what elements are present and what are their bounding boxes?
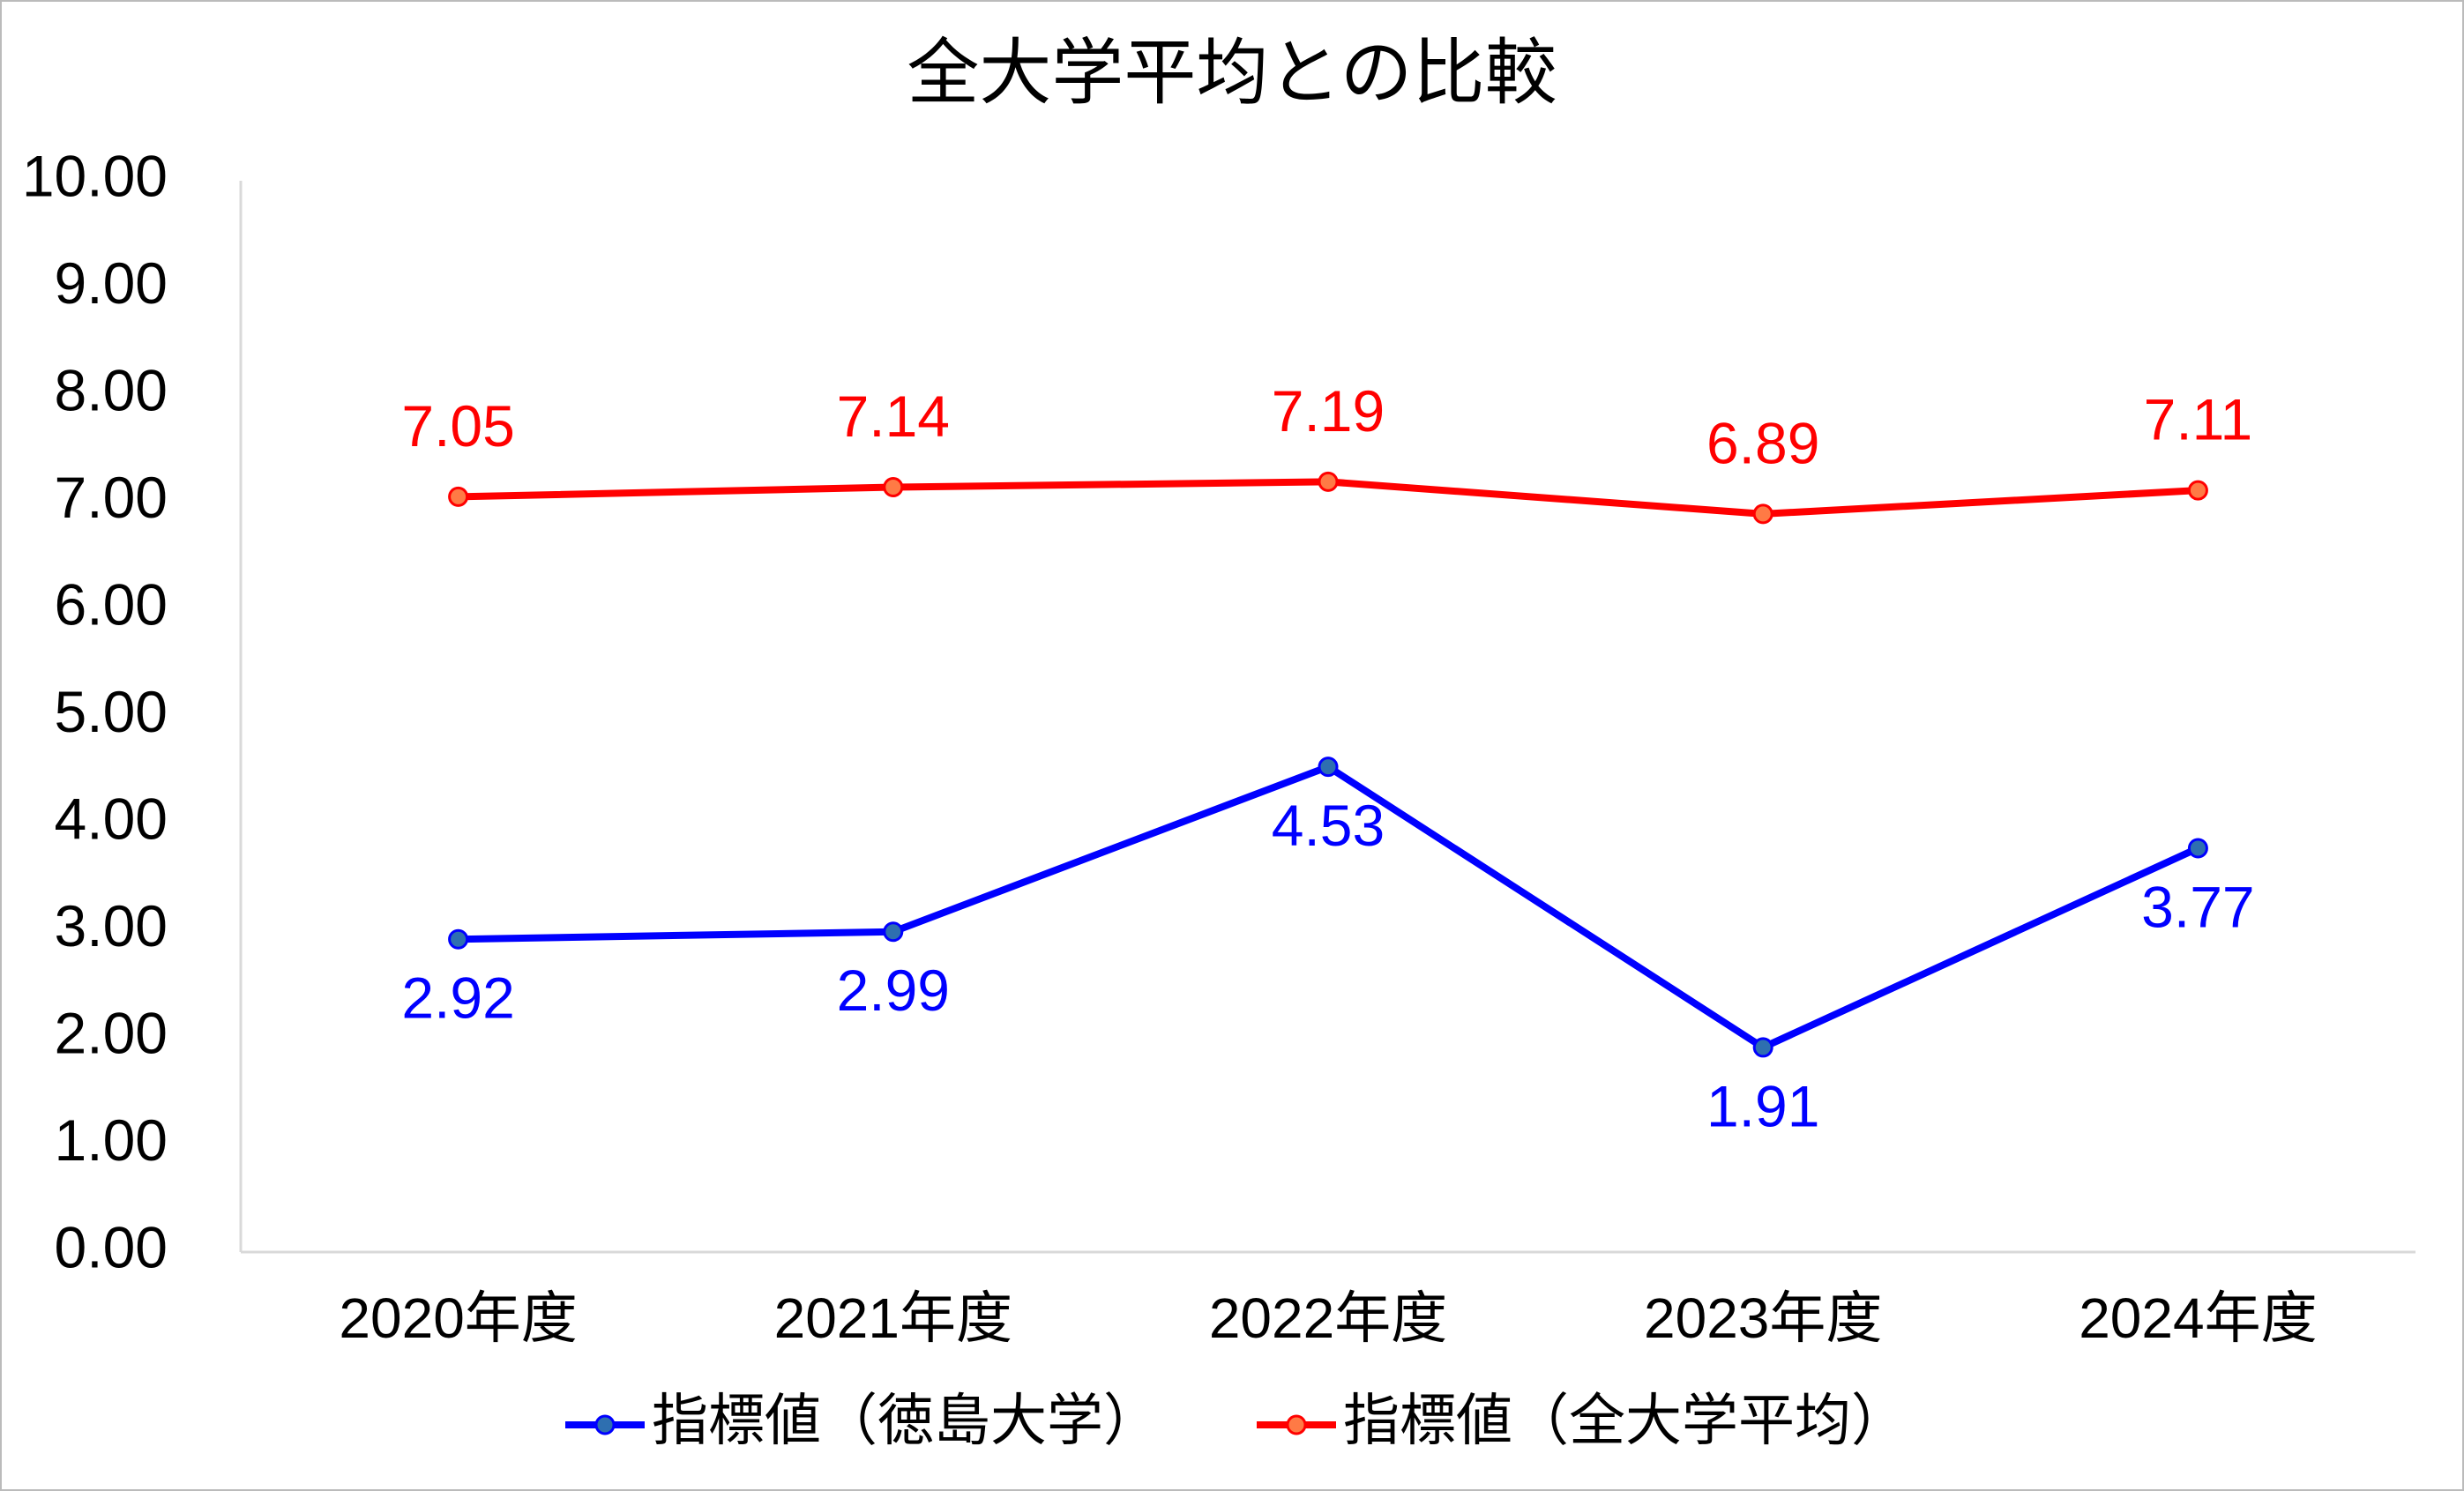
y-tick-label: 9.00 — [55, 250, 168, 316]
marker — [448, 928, 469, 950]
x-tick-label: 2024年度 — [2079, 1286, 2317, 1350]
data-label: 2.99 — [837, 958, 950, 1023]
y-tick-label: 1.00 — [55, 1107, 168, 1173]
marker — [1318, 757, 1339, 778]
y-tick-label: 6.00 — [55, 571, 168, 637]
y-tick-label: 8.00 — [55, 357, 168, 422]
legend-label: 指標値（全大学平均） — [1343, 1389, 1908, 1452]
marker — [448, 486, 469, 507]
marker — [883, 921, 904, 943]
y-tick-label: 2.00 — [55, 1000, 168, 1065]
data-label: 6.89 — [1706, 410, 1819, 475]
y-tick-label: 5.00 — [55, 679, 168, 744]
x-tick-label: 2022年度 — [1209, 1286, 1447, 1350]
marker — [1752, 1037, 1773, 1058]
marker — [883, 476, 904, 497]
legend-label: 指標値（徳島大学） — [652, 1389, 1160, 1452]
x-tick-label: 2023年度 — [1644, 1286, 1882, 1350]
data-label: 3.77 — [2141, 874, 2254, 939]
chart-title: 全大学平均との比較 — [907, 34, 1557, 114]
data-label: 7.14 — [837, 384, 950, 449]
marker — [2187, 838, 2208, 859]
legend-marker — [594, 1414, 616, 1435]
y-tick-label: 7.00 — [55, 465, 168, 530]
y-tick-label: 3.00 — [55, 893, 168, 958]
x-tick-label: 2020年度 — [339, 1286, 577, 1350]
data-label: 2.92 — [401, 965, 514, 1031]
y-tick-label: 4.00 — [55, 786, 168, 851]
data-label: 7.19 — [1272, 378, 1385, 444]
data-label: 4.53 — [1272, 793, 1385, 858]
marker — [1318, 471, 1339, 492]
marker — [2187, 480, 2208, 501]
y-tick-label: 0.00 — [55, 1214, 168, 1279]
marker — [1752, 503, 1773, 525]
x-tick-label: 2021年度 — [774, 1286, 1012, 1350]
legend-marker — [1286, 1414, 1307, 1435]
y-tick-label: 10.00 — [22, 143, 168, 208]
data-label: 7.05 — [401, 393, 514, 458]
data-label: 1.91 — [1706, 1073, 1819, 1138]
data-label: 7.11 — [2144, 387, 2253, 452]
